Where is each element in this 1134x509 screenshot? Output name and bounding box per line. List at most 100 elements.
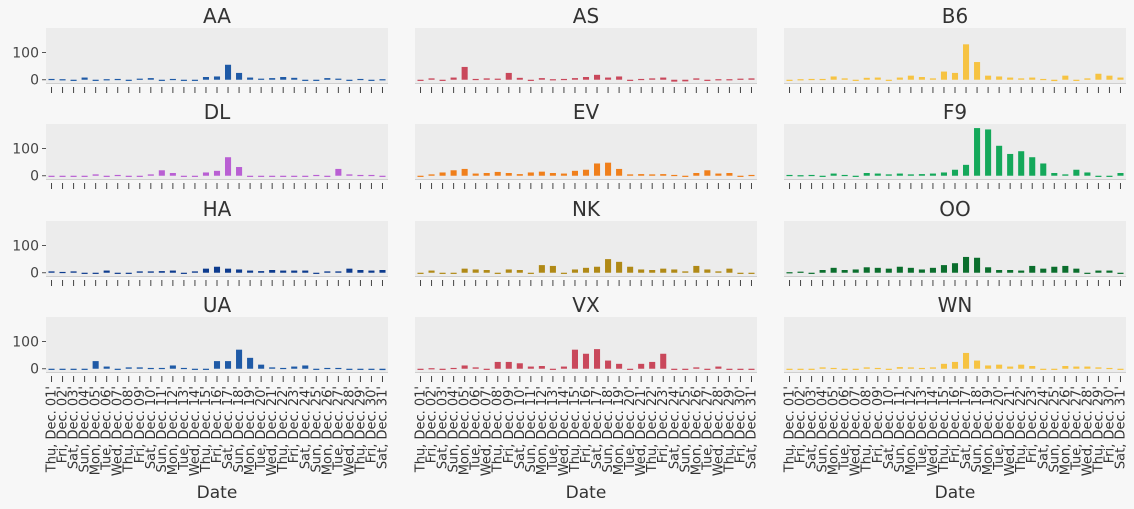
bar [450,367,457,370]
bar [483,173,490,176]
bar [863,173,870,176]
bar [291,366,298,369]
bar [863,77,870,80]
bar [962,352,970,369]
x-tick-label: Sun, Dec. 18' [970,386,985,473]
bar [1106,175,1113,177]
bar [830,76,837,80]
bar [560,173,567,176]
bar [236,349,243,369]
bar [748,368,755,370]
bar [461,365,468,369]
bar [874,267,881,273]
panel-title: AS [573,4,599,28]
x-tick-label: Sat, Dec. 17' [590,386,605,469]
bar [649,270,656,273]
bar [169,270,176,273]
bar [1084,366,1091,369]
x-tick-label: Wed, Dec. 28' [711,386,726,476]
x-tick-label: Mon, Dec. 05' [458,386,473,475]
bar [649,361,656,369]
bar [841,78,848,80]
bar [483,368,490,370]
bar [213,76,221,80]
bar [417,368,424,370]
bar [649,174,656,176]
bar [213,361,221,369]
bar [1018,151,1025,176]
x-tick-label: Tue, Dec. 27' [331,386,346,471]
bar [962,256,970,273]
bar [527,272,534,274]
bar [158,271,165,273]
bar [929,78,936,80]
x-axis-label: Date [566,483,607,503]
bar [582,169,590,176]
bar [638,269,645,273]
x-tick-label: Sat, Dec. 24' [1036,386,1051,469]
bar [841,174,848,177]
bar [797,79,804,81]
bar [92,272,99,274]
bar [1040,368,1047,370]
x-tick-label: Thu, Dec. 29' [1091,386,1106,473]
bar [125,175,132,177]
bar [951,361,959,369]
bar [258,175,265,177]
bar [748,174,755,177]
bar [830,173,837,176]
bar [379,175,386,177]
bar [302,175,309,177]
bar [962,164,970,176]
bar [863,367,870,369]
bar [582,77,590,80]
bar [103,366,110,369]
bar [324,78,331,80]
bar [582,267,590,273]
x-tick-label: Tue, Dec. 20' [623,386,638,471]
y-tick-label: 100 [12,46,39,62]
bar [280,175,287,177]
x-tick-label: Sun, Dec. 11' [893,386,908,473]
bar [483,78,490,80]
x-tick-label: Fri, Dec. 09' [502,386,517,463]
x-tick-label: Sat, Dec. 03' [436,386,451,469]
bar [450,77,457,80]
bar [202,172,210,176]
bar [472,78,479,81]
bar [896,266,903,273]
bar [258,78,265,80]
bar [704,368,711,370]
bar [704,170,711,176]
bar [527,366,534,369]
bar [852,269,859,273]
x-tick-label: Mon, Dec. 26' [320,386,335,475]
bar [191,271,198,273]
bar [417,175,424,177]
panel-title: AA [203,4,231,28]
bar [439,79,446,81]
bar [1029,366,1036,369]
bar [737,272,744,274]
bar [593,349,601,369]
bar [291,175,298,177]
bar [269,367,276,369]
bar [682,175,689,177]
x-tick-label: Thu, Dec. 08' [860,386,875,473]
bar [428,78,435,80]
x-tick-label: Wed, Dec. 14' [188,386,203,476]
bar [439,172,446,176]
bar [726,268,733,273]
x-tick-label: Mon, Dec. 19' [981,386,996,475]
bar [737,78,744,80]
bar [918,367,925,370]
x-tick-label: Fri, Dec. 09' [133,386,148,463]
panel-title: UA [203,293,232,317]
bar [180,175,187,177]
bar [269,78,276,80]
bar [103,79,110,81]
bar [660,174,667,176]
panel-title: EV [573,100,600,124]
bar [136,271,143,273]
